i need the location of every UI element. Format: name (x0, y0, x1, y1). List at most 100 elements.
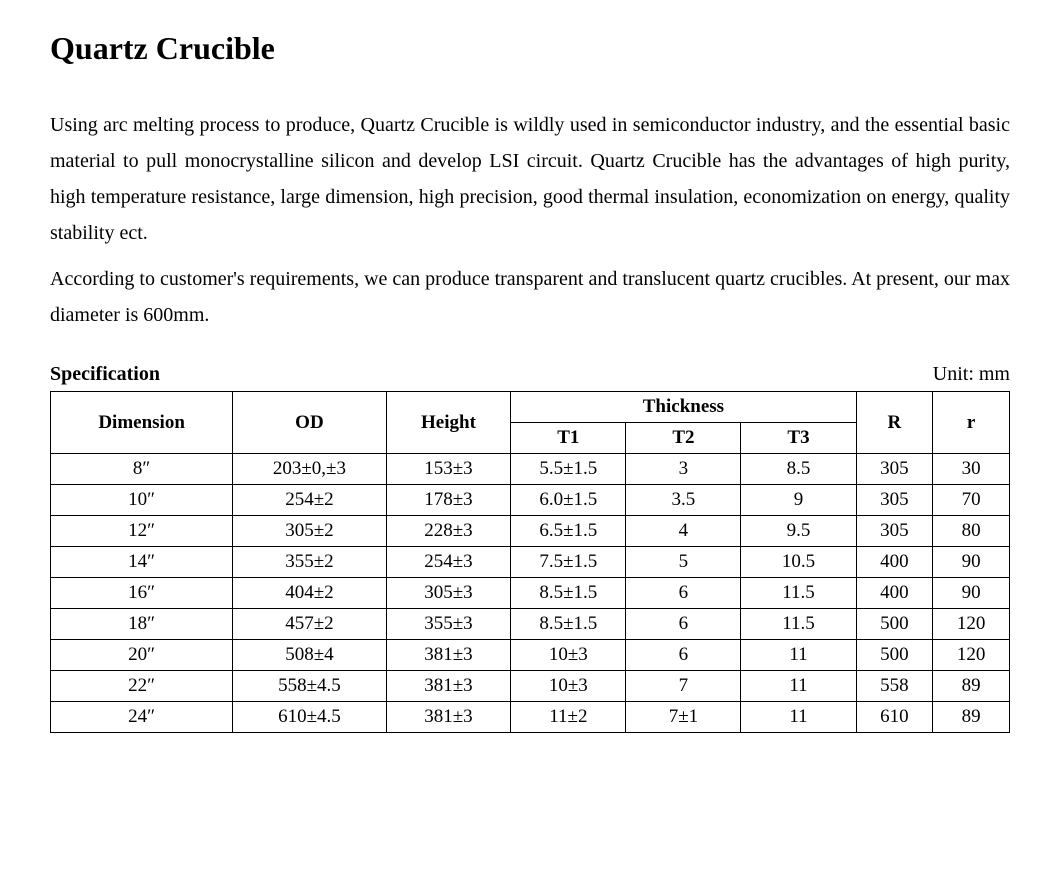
table-cell-t1: 5.5±1.5 (511, 454, 626, 485)
table-cell-height: 381±3 (386, 640, 511, 671)
table-cell-t1: 6.0±1.5 (511, 485, 626, 516)
table-cell-t2: 3.5 (626, 485, 741, 516)
table-cell-od: 610±4.5 (233, 702, 386, 733)
table-cell-t2: 4 (626, 516, 741, 547)
table-cell-t2: 6 (626, 640, 741, 671)
table-row: 8″203±0,±3153±35.5±1.538.530530 (51, 454, 1010, 485)
table-cell-t1: 8.5±1.5 (511, 609, 626, 640)
table-cell-od: 203±0,±3 (233, 454, 386, 485)
header-dimension: Dimension (51, 392, 233, 454)
table-cell-r1: 610 (856, 702, 933, 733)
table-cell-t1: 8.5±1.5 (511, 578, 626, 609)
table-cell-height: 254±3 (386, 547, 511, 578)
table-row: 14″355±2254±37.5±1.5510.540090 (51, 547, 1010, 578)
table-cell-t1: 6.5±1.5 (511, 516, 626, 547)
table-row: 18″457±2355±38.5±1.5611.5500120 (51, 609, 1010, 640)
table-cell-t3: 11 (741, 702, 856, 733)
table-cell-r2: 89 (933, 702, 1010, 733)
table-cell-dim: 8″ (51, 454, 233, 485)
specification-table: Dimension OD Height Thickness R r T1 T2 … (50, 391, 1010, 733)
table-row: 12″305±2228±36.5±1.549.530580 (51, 516, 1010, 547)
table-cell-r2: 90 (933, 547, 1010, 578)
table-cell-r2: 120 (933, 609, 1010, 640)
table-cell-od: 305±2 (233, 516, 386, 547)
table-header: Dimension OD Height Thickness R r T1 T2 … (51, 392, 1010, 454)
table-cell-od: 404±2 (233, 578, 386, 609)
table-cell-dim: 14″ (51, 547, 233, 578)
table-header-row-1: Dimension OD Height Thickness R r (51, 392, 1010, 423)
header-t1: T1 (511, 423, 626, 454)
header-t3: T3 (741, 423, 856, 454)
table-row: 22″558±4.5381±310±371155889 (51, 671, 1010, 702)
table-cell-t3: 8.5 (741, 454, 856, 485)
page-title: Quartz Crucible (50, 30, 1010, 67)
table-cell-t3: 11 (741, 640, 856, 671)
table-cell-r2: 70 (933, 485, 1010, 516)
table-cell-dim: 18″ (51, 609, 233, 640)
table-cell-dim: 22″ (51, 671, 233, 702)
table-cell-height: 381±3 (386, 671, 511, 702)
table-cell-t2: 7±1 (626, 702, 741, 733)
table-cell-r2: 80 (933, 516, 1010, 547)
table-cell-t3: 9.5 (741, 516, 856, 547)
table-cell-r1: 305 (856, 485, 933, 516)
table-cell-height: 153±3 (386, 454, 511, 485)
table-cell-t3: 11 (741, 671, 856, 702)
table-cell-r2: 30 (933, 454, 1010, 485)
table-cell-height: 355±3 (386, 609, 511, 640)
table-cell-dim: 16″ (51, 578, 233, 609)
table-cell-r1: 400 (856, 578, 933, 609)
table-cell-dim: 24″ (51, 702, 233, 733)
header-height: Height (386, 392, 511, 454)
table-cell-dim: 20″ (51, 640, 233, 671)
table-cell-t3: 11.5 (741, 609, 856, 640)
table-cell-od: 355±2 (233, 547, 386, 578)
specification-label: Specification (50, 363, 160, 386)
table-cell-t2: 5 (626, 547, 741, 578)
description-paragraph-2: According to customer's requirements, we… (50, 261, 1010, 333)
table-cell-dim: 10″ (51, 485, 233, 516)
table-row: 24″610±4.5381±311±27±11161089 (51, 702, 1010, 733)
table-cell-r1: 558 (856, 671, 933, 702)
table-cell-dim: 12″ (51, 516, 233, 547)
header-od: OD (233, 392, 386, 454)
table-cell-r2: 90 (933, 578, 1010, 609)
table-row: 10″254±2178±36.0±1.53.5930570 (51, 485, 1010, 516)
table-cell-t1: 11±2 (511, 702, 626, 733)
table-cell-od: 254±2 (233, 485, 386, 516)
table-cell-r1: 305 (856, 516, 933, 547)
unit-label: Unit: mm (933, 363, 1010, 386)
table-cell-t2: 3 (626, 454, 741, 485)
table-cell-t3: 10.5 (741, 547, 856, 578)
table-cell-t1: 7.5±1.5 (511, 547, 626, 578)
header-r-lower: r (933, 392, 1010, 454)
table-cell-r2: 89 (933, 671, 1010, 702)
table-body: 8″203±0,±3153±35.5±1.538.53053010″254±21… (51, 454, 1010, 733)
table-cell-height: 305±3 (386, 578, 511, 609)
table-cell-t1: 10±3 (511, 671, 626, 702)
header-r-upper: R (856, 392, 933, 454)
header-t2: T2 (626, 423, 741, 454)
table-cell-t2: 6 (626, 578, 741, 609)
table-cell-t3: 11.5 (741, 578, 856, 609)
table-cell-t1: 10±3 (511, 640, 626, 671)
table-cell-od: 508±4 (233, 640, 386, 671)
table-row: 20″508±4381±310±3611500120 (51, 640, 1010, 671)
table-cell-r1: 500 (856, 609, 933, 640)
table-cell-height: 381±3 (386, 702, 511, 733)
header-thickness: Thickness (511, 392, 856, 423)
table-row: 16″404±2305±38.5±1.5611.540090 (51, 578, 1010, 609)
table-cell-height: 228±3 (386, 516, 511, 547)
table-cell-r1: 305 (856, 454, 933, 485)
description-paragraph-1: Using arc melting process to produce, Qu… (50, 107, 1010, 251)
table-cell-t2: 6 (626, 609, 741, 640)
table-cell-t2: 7 (626, 671, 741, 702)
table-cell-r2: 120 (933, 640, 1010, 671)
table-cell-r1: 500 (856, 640, 933, 671)
table-cell-height: 178±3 (386, 485, 511, 516)
spec-header-row: Specification Unit: mm (50, 363, 1010, 386)
table-cell-t3: 9 (741, 485, 856, 516)
table-cell-r1: 400 (856, 547, 933, 578)
table-cell-od: 558±4.5 (233, 671, 386, 702)
table-cell-od: 457±2 (233, 609, 386, 640)
